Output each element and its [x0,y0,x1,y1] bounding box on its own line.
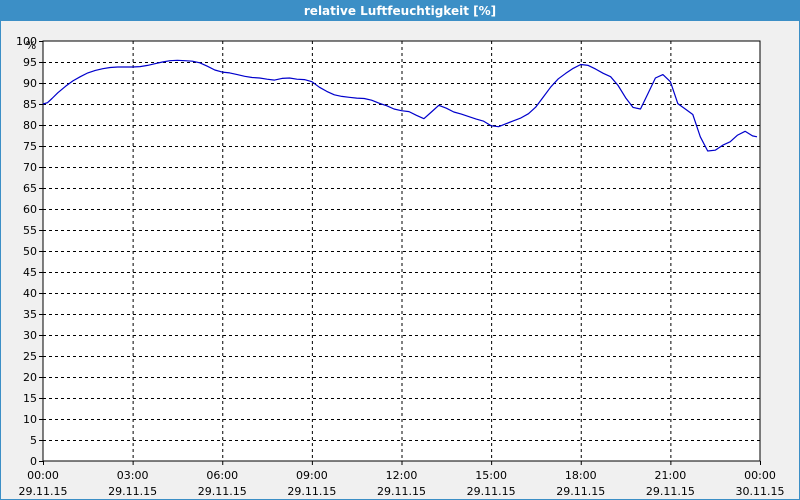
x-tick-date-label: 29.11.15 [467,485,516,498]
y-axis-unit-label: % [26,39,36,52]
series-line-humidity [42,59,758,152]
y-tick-label: 75 [23,140,37,153]
x-tick-date-label: 30.11.15 [736,485,785,498]
y-tick-label: 35 [23,308,37,321]
x-tick-date-label: 29.11.15 [19,485,68,498]
y-tick-label: 65 [23,182,37,195]
y-tick-label: 100 [16,35,37,48]
y-tick-label: 85 [23,98,37,111]
y-tick-label: 10 [23,413,37,426]
x-tick-date-label: 29.11.15 [198,485,247,498]
y-tick-label: 80 [23,119,37,132]
x-tick-time-label: 00:00 [27,469,59,482]
y-tick-label: 30 [23,329,37,342]
y-tick-label: 45 [23,266,37,279]
x-tick-time-label: 21:00 [655,469,687,482]
y-tick-label: 0 [30,455,37,468]
y-tick-label: 15 [23,392,37,405]
y-tick-label: 25 [23,350,37,363]
y-tick-label: 50 [23,245,37,258]
x-tick-time-label: 06:00 [206,469,238,482]
y-tick-label: 60 [23,203,37,216]
y-tick-label: 40 [23,287,37,300]
x-tick-time-label: 09:00 [296,469,328,482]
x-tick-date-label: 29.11.15 [108,485,157,498]
x-tick-date-label: 29.11.15 [287,485,336,498]
x-tick-time-label: 00:00 [744,469,776,482]
y-tick-label: 95 [23,56,37,69]
x-tick-date-label: 29.11.15 [646,485,695,498]
y-tick-label: 5 [30,434,37,447]
y-tick-label: 20 [23,371,37,384]
x-tick-time-label: 15:00 [475,469,507,482]
x-tick-date-label: 29.11.15 [377,485,426,498]
chart-title: relative Luftfeuchtigkeit [%] [1,1,799,21]
y-tick-label: 55 [23,224,37,237]
y-tick-label: 70 [23,161,37,174]
x-tick-time-label: 03:00 [117,469,149,482]
x-tick-date-label: 29.11.15 [556,485,605,498]
x-tick-time-label: 18:00 [565,469,597,482]
y-tick-label: 90 [23,77,37,90]
x-tick-time-label: 12:00 [386,469,418,482]
